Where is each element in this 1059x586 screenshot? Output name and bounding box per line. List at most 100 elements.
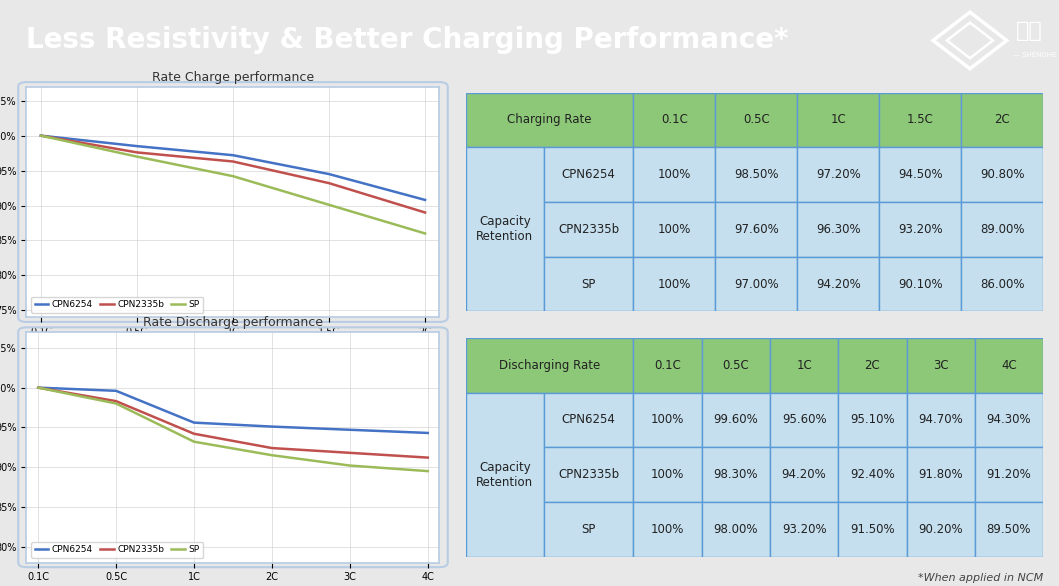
Line: CPN2335b: CPN2335b <box>41 135 425 213</box>
Text: Capacity
Retention: Capacity Retention <box>477 216 534 243</box>
Text: SP: SP <box>581 523 596 536</box>
X-axis label: 充电倍率/C: 充电倍率/C <box>214 340 252 350</box>
SP <box>343 462 356 469</box>
Text: 90.80%: 90.80% <box>980 168 1024 181</box>
FancyBboxPatch shape <box>907 502 975 557</box>
FancyBboxPatch shape <box>962 202 1043 257</box>
SP <box>227 173 239 180</box>
FancyBboxPatch shape <box>879 257 962 312</box>
FancyBboxPatch shape <box>839 447 907 502</box>
CPN6254 <box>110 387 123 394</box>
FancyBboxPatch shape <box>466 338 633 393</box>
Text: 2C: 2C <box>864 359 880 372</box>
CPN2335b <box>343 449 356 456</box>
FancyBboxPatch shape <box>544 147 633 202</box>
FancyBboxPatch shape <box>544 393 633 447</box>
Text: 100%: 100% <box>658 168 692 181</box>
CPN2335b <box>418 209 431 216</box>
SP <box>32 384 44 391</box>
Text: 4C: 4C <box>1001 359 1017 372</box>
FancyBboxPatch shape <box>879 93 962 147</box>
Text: 90.10%: 90.10% <box>898 278 943 291</box>
Text: 98.00%: 98.00% <box>714 523 758 536</box>
FancyBboxPatch shape <box>975 393 1043 447</box>
FancyBboxPatch shape <box>770 502 839 557</box>
Text: 92.40%: 92.40% <box>850 468 895 481</box>
Text: 100%: 100% <box>658 278 692 291</box>
CPN2335b <box>35 132 48 139</box>
Text: CPN6254: CPN6254 <box>561 413 615 427</box>
FancyBboxPatch shape <box>466 93 633 147</box>
FancyBboxPatch shape <box>962 147 1043 202</box>
Text: 89.00%: 89.00% <box>980 223 1024 236</box>
FancyBboxPatch shape <box>975 338 1043 393</box>
Text: 1C: 1C <box>830 114 846 127</box>
FancyBboxPatch shape <box>715 202 797 257</box>
FancyBboxPatch shape <box>544 502 633 557</box>
CPN6254 <box>418 196 431 203</box>
Text: 2C: 2C <box>994 114 1010 127</box>
CPN6254 <box>130 142 143 149</box>
Text: 86.00%: 86.00% <box>980 278 1024 291</box>
FancyBboxPatch shape <box>715 257 797 312</box>
Text: 100%: 100% <box>651 468 684 481</box>
Text: 91.20%: 91.20% <box>987 468 1031 481</box>
Text: 97.60%: 97.60% <box>734 223 778 236</box>
CPN2335b <box>187 430 200 437</box>
SP <box>130 153 143 160</box>
FancyBboxPatch shape <box>907 338 975 393</box>
FancyBboxPatch shape <box>633 393 702 447</box>
Text: 0.1C: 0.1C <box>654 359 681 372</box>
Text: 1.5C: 1.5C <box>907 114 934 127</box>
Text: 1C: 1C <box>796 359 812 372</box>
FancyBboxPatch shape <box>975 447 1043 502</box>
Text: 98.30%: 98.30% <box>714 468 758 481</box>
FancyBboxPatch shape <box>770 338 839 393</box>
Line: CPN6254: CPN6254 <box>38 387 428 433</box>
FancyBboxPatch shape <box>702 393 770 447</box>
Title: Rate Charge performance: Rate Charge performance <box>151 71 315 84</box>
CPN6254 <box>323 171 336 178</box>
SP <box>421 468 434 475</box>
Text: CPN6254: CPN6254 <box>561 168 615 181</box>
CPN2335b <box>421 454 434 461</box>
Title: Rate Discharge performance: Rate Discharge performance <box>143 316 323 329</box>
SP <box>35 132 48 139</box>
Text: 0.1C: 0.1C <box>661 114 687 127</box>
Text: 100%: 100% <box>658 223 692 236</box>
Text: 94.70%: 94.70% <box>918 413 963 427</box>
FancyBboxPatch shape <box>770 393 839 447</box>
SP <box>323 202 336 209</box>
Text: 91.80%: 91.80% <box>918 468 963 481</box>
FancyBboxPatch shape <box>907 447 975 502</box>
Text: Discharging Rate: Discharging Rate <box>499 359 600 372</box>
CPN2335b <box>227 158 239 165</box>
FancyBboxPatch shape <box>907 393 975 447</box>
FancyBboxPatch shape <box>633 338 702 393</box>
CPN2335b <box>130 149 143 156</box>
Text: 100%: 100% <box>651 413 684 427</box>
FancyBboxPatch shape <box>702 338 770 393</box>
SP <box>266 452 279 459</box>
FancyBboxPatch shape <box>715 147 797 202</box>
CPN6254 <box>32 384 44 391</box>
FancyBboxPatch shape <box>544 257 633 312</box>
Text: 99.60%: 99.60% <box>714 413 758 427</box>
FancyBboxPatch shape <box>633 93 715 147</box>
FancyBboxPatch shape <box>975 502 1043 557</box>
Text: Capacity
Retention: Capacity Retention <box>477 461 534 489</box>
CPN2335b <box>323 180 336 187</box>
FancyBboxPatch shape <box>962 93 1043 147</box>
Text: — SHENGHE —: — SHENGHE — <box>1012 52 1059 58</box>
CPN6254 <box>227 152 239 159</box>
FancyBboxPatch shape <box>702 447 770 502</box>
FancyBboxPatch shape <box>797 147 879 202</box>
FancyBboxPatch shape <box>839 393 907 447</box>
SP <box>418 230 431 237</box>
Line: CPN6254: CPN6254 <box>41 135 425 200</box>
Line: CPN2335b: CPN2335b <box>38 387 428 458</box>
FancyBboxPatch shape <box>879 202 962 257</box>
FancyBboxPatch shape <box>544 447 633 502</box>
Text: 95.60%: 95.60% <box>782 413 826 427</box>
Text: 94.30%: 94.30% <box>987 413 1031 427</box>
